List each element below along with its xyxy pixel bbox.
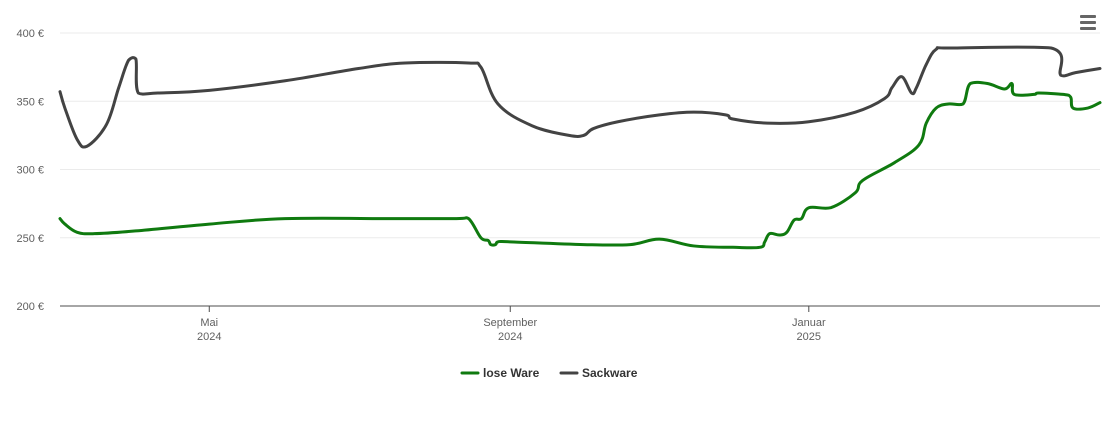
x-tick-label: September [483,317,537,329]
x-tick-label: Januar [792,317,826,329]
x-axis: Mai 2024 September 2024 Januar 2025 [60,305,1100,343]
menu-bar [1080,15,1096,18]
legend-label: lose Ware [483,366,540,380]
y-tick-label: 200 € [16,301,44,313]
hamburger-menu-icon[interactable] [1078,13,1098,31]
x-tick-label-year: 2024 [197,331,221,343]
series-lines [58,45,1102,250]
legend[interactable]: lose Ware Sackware [460,366,638,380]
y-tick-label: 250 € [16,233,44,245]
legend-item-sackware[interactable]: Sackware [559,366,638,380]
series-line-lose-ware[interactable] [58,80,1102,250]
series-line-sackware[interactable] [58,45,1102,149]
y-tick-label: 400 € [16,28,44,40]
grid-lines [60,32,1100,239]
x-tick-label-year: 2024 [498,331,522,343]
y-tick-label: 350 € [16,96,44,108]
legend-label: Sackware [582,366,638,380]
x-tick-label: Mai [200,317,218,329]
legend-item-lose-ware[interactable]: lose Ware [460,366,540,380]
y-tick-label: 300 € [16,165,44,177]
menu-bar [1080,27,1096,30]
menu-bar [1080,21,1096,24]
y-axis-labels: 200 € 250 € 300 € 350 € 400 € [16,28,44,313]
x-tick-label-year: 2025 [797,331,821,343]
